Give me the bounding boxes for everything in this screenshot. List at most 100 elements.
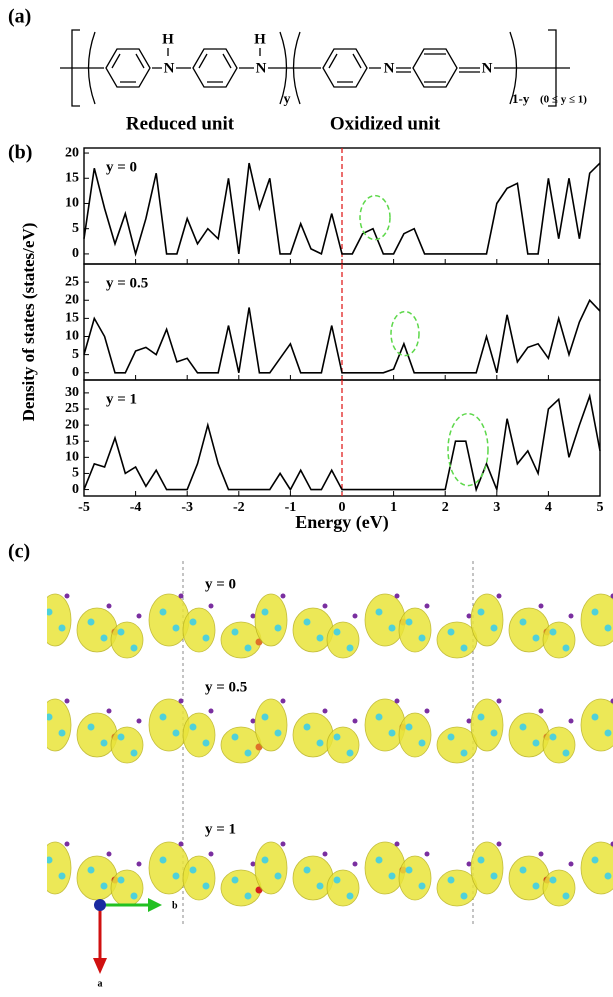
atom bbox=[405, 723, 413, 731]
isosurface bbox=[47, 841, 72, 895]
arrow-b bbox=[148, 898, 162, 912]
isosurface bbox=[292, 855, 334, 901]
atom bbox=[496, 841, 502, 847]
atom bbox=[394, 593, 400, 599]
atom bbox=[208, 708, 214, 714]
isosurface bbox=[220, 869, 262, 907]
atom bbox=[375, 713, 383, 721]
isosurface bbox=[254, 698, 288, 752]
atom bbox=[477, 608, 485, 616]
atom bbox=[490, 624, 498, 632]
atom bbox=[159, 608, 167, 616]
isosurface bbox=[182, 855, 216, 901]
isosurface bbox=[508, 712, 550, 758]
atom bbox=[178, 593, 184, 599]
atom bbox=[549, 876, 557, 884]
atom bbox=[466, 861, 472, 867]
y-tick-label: 20 bbox=[65, 292, 79, 307]
dos-panel: 0 5 10 15 20 25 y = 0.5 Density of states (stat… bbox=[19, 223, 601, 421]
atom bbox=[280, 841, 286, 847]
isosurface bbox=[254, 593, 288, 647]
y-tick-label: 15 bbox=[65, 170, 79, 185]
atom bbox=[87, 618, 95, 626]
atom bbox=[405, 618, 413, 626]
atom bbox=[100, 634, 108, 642]
atom bbox=[394, 841, 400, 847]
isosurface bbox=[580, 698, 613, 752]
atom bbox=[610, 698, 613, 704]
atom bbox=[477, 856, 485, 864]
atom bbox=[477, 713, 485, 721]
atom bbox=[64, 841, 70, 847]
atom bbox=[610, 593, 613, 599]
atom bbox=[87, 723, 95, 731]
atom bbox=[130, 749, 138, 757]
isosurface bbox=[470, 698, 504, 752]
atom bbox=[172, 872, 180, 880]
atom: H bbox=[162, 31, 174, 47]
atom bbox=[447, 876, 455, 884]
atom bbox=[280, 593, 286, 599]
isosurface bbox=[254, 841, 288, 895]
isosurface bbox=[326, 869, 360, 907]
atom bbox=[316, 739, 324, 747]
atom bbox=[100, 739, 108, 747]
benzene-ring bbox=[192, 48, 238, 88]
atom bbox=[244, 892, 252, 900]
atom bbox=[64, 698, 70, 704]
isosurface bbox=[364, 698, 406, 752]
atom bbox=[568, 718, 574, 724]
isosurface bbox=[292, 607, 334, 653]
atom bbox=[189, 618, 197, 626]
x-tick-label: -4 bbox=[130, 500, 142, 515]
isosurface bbox=[110, 726, 144, 764]
atom bbox=[424, 603, 430, 609]
atom bbox=[106, 708, 112, 714]
atom bbox=[130, 644, 138, 652]
atom bbox=[394, 698, 400, 704]
highlight bbox=[359, 194, 391, 241]
isosurface bbox=[292, 712, 334, 758]
isosurface bbox=[148, 841, 190, 895]
atom bbox=[316, 634, 324, 642]
y-tick-label: 0 bbox=[72, 365, 79, 380]
atom bbox=[244, 644, 252, 652]
atom bbox=[466, 718, 472, 724]
isosurface bbox=[508, 607, 550, 653]
atom bbox=[172, 729, 180, 737]
atom bbox=[388, 624, 396, 632]
atom: H bbox=[254, 31, 266, 47]
x-tick-label: 2 bbox=[442, 500, 449, 515]
structure: (a) H N H N N N y 1-y (0 ≤ y ≤ 1) Reduce… bbox=[8, 6, 587, 135]
atom: N bbox=[164, 60, 175, 76]
atom bbox=[568, 861, 574, 867]
isosurface bbox=[148, 698, 190, 752]
atom bbox=[117, 628, 125, 636]
atom bbox=[538, 603, 544, 609]
atom bbox=[418, 882, 426, 890]
atom bbox=[208, 851, 214, 857]
atom bbox=[136, 861, 142, 867]
atom bbox=[208, 603, 214, 609]
y-tick-label: 0 bbox=[72, 246, 79, 261]
isosurface bbox=[580, 593, 613, 647]
dos-panel: 0 5 10 15 20 y = 0 bbox=[65, 145, 601, 265]
x-tick-label: 4 bbox=[545, 500, 552, 515]
axis-label: b bbox=[172, 900, 178, 911]
atom bbox=[532, 739, 540, 747]
arrow-a bbox=[93, 958, 107, 974]
atom bbox=[322, 603, 328, 609]
atom bbox=[136, 718, 142, 724]
atom bbox=[47, 608, 53, 616]
atom bbox=[418, 739, 426, 747]
isosurface bbox=[76, 607, 118, 653]
isosurface bbox=[220, 726, 262, 764]
x-tick-label: -2 bbox=[233, 500, 245, 515]
atom bbox=[106, 603, 112, 609]
atom bbox=[466, 613, 472, 619]
atom bbox=[424, 851, 430, 857]
atom bbox=[591, 713, 599, 721]
panel-annotation: y = 0.5 bbox=[106, 275, 148, 291]
atom bbox=[231, 733, 239, 741]
